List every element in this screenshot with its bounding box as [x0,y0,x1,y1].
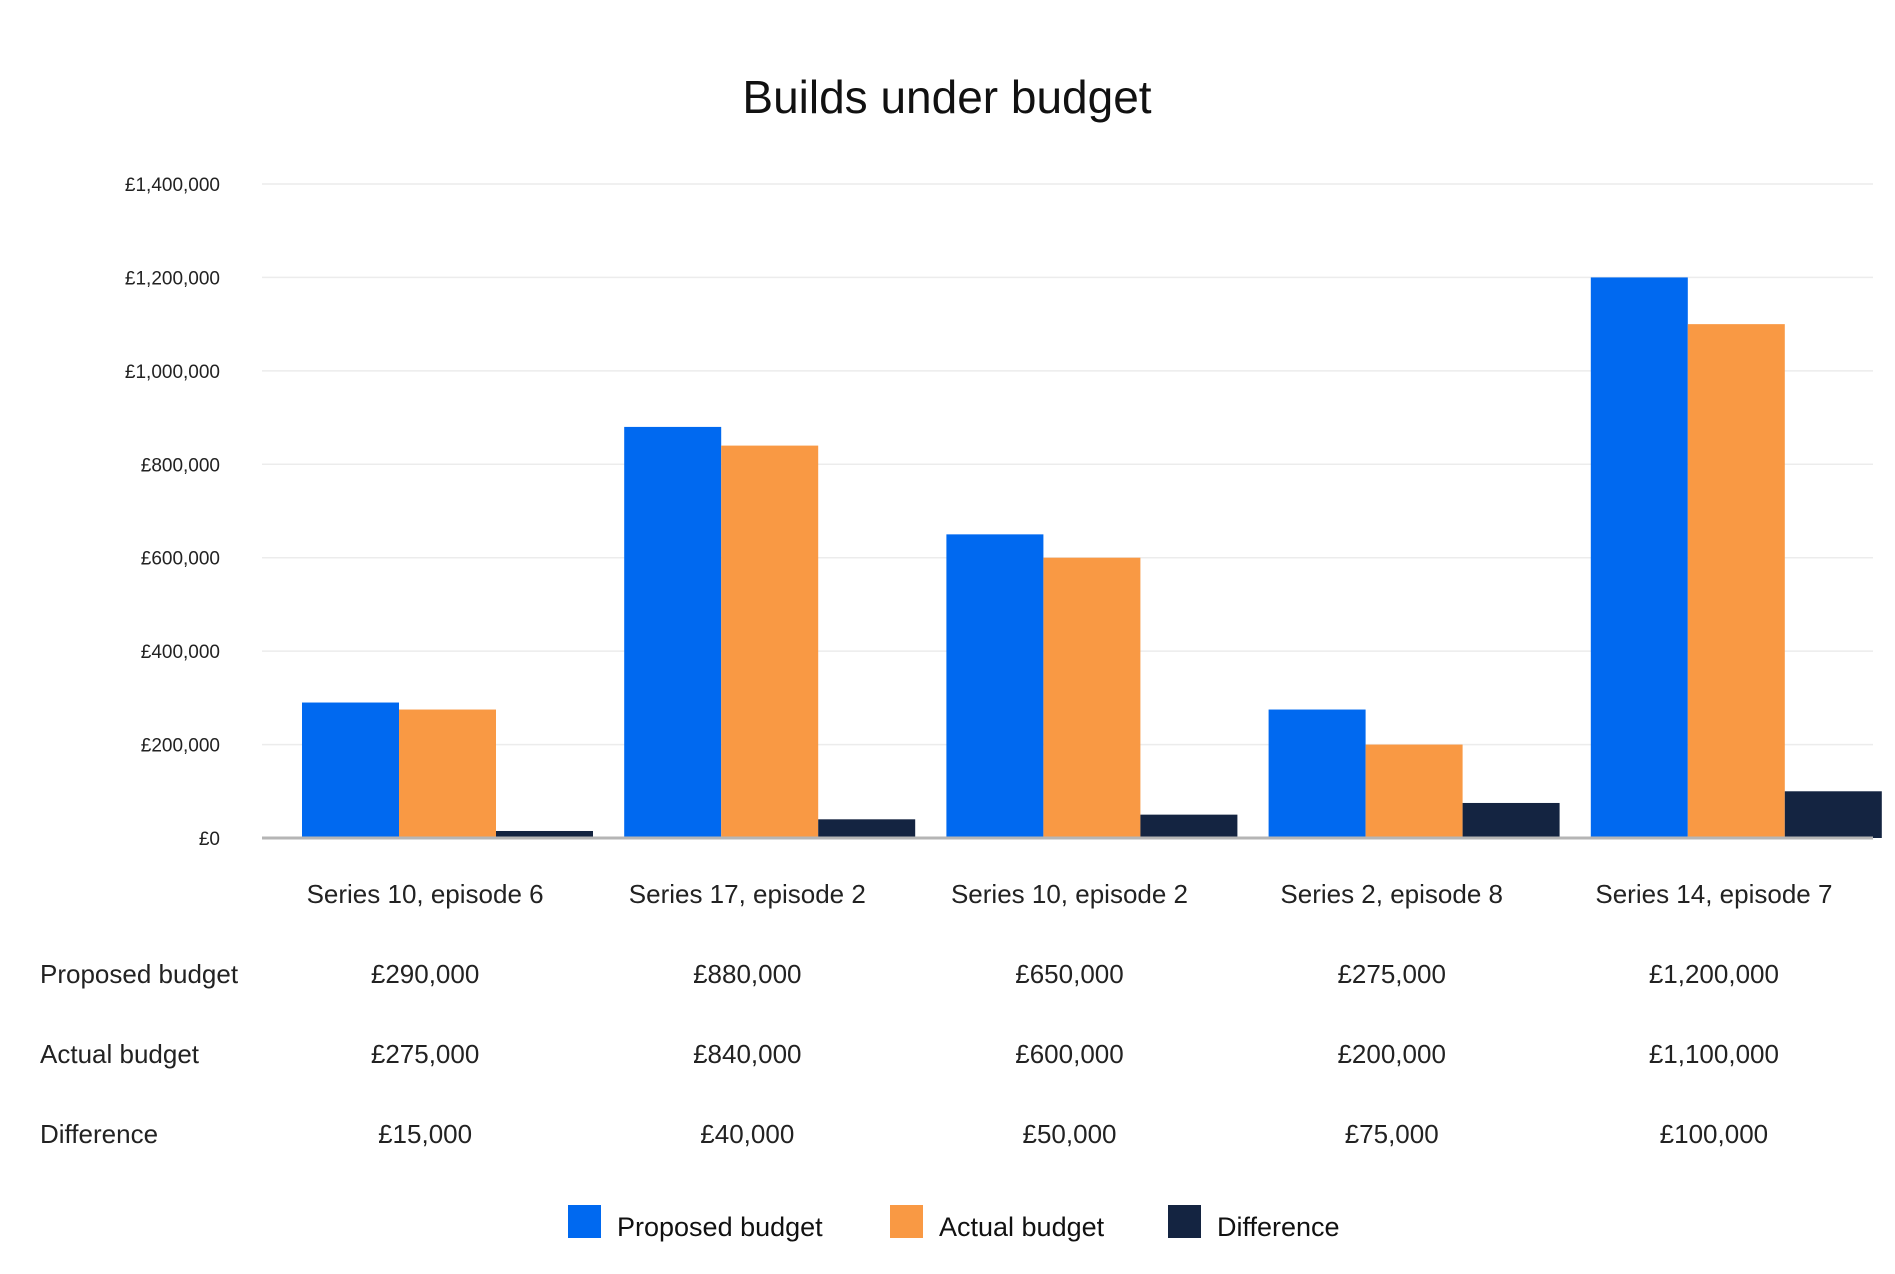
bar-actual-budget [721,445,819,838]
bar-difference [818,819,916,838]
table-cell: £200,000 [1337,1039,1445,1069]
table-row-label: Actual budget [40,1039,200,1069]
x-tick-label: Series 10, episode 2 [951,879,1188,909]
y-tick-label: £0 [199,829,220,850]
y-tick-label: £1,200,000 [125,268,220,289]
legend-swatch [568,1205,601,1238]
x-tick-label: Series 14, episode 7 [1595,879,1832,909]
table-cell: £15,000 [378,1119,472,1149]
table-cell: £650,000 [1015,959,1123,989]
data-table: Proposed budget £290,000 £880,000 £650,000 £… [40,959,1779,1149]
legend-label: Proposed budget [617,1212,823,1242]
bar-difference [496,830,593,838]
table-cell: £1,100,000 [1649,1039,1779,1069]
bar-actual-budget [1365,744,1463,838]
bar-proposed-budget [1268,709,1366,838]
bar-difference [1784,791,1882,838]
y-axis: £0 £200,000 £400,000 £600,000 £800,000 £1,000… [125,175,220,850]
bars [302,277,1882,839]
table-cell: £290,000 [371,959,479,989]
bar-actual-budget [1687,324,1785,839]
table-cell: £50,000 [1023,1119,1117,1149]
legend: Proposed budget Actual budget Difference [568,1205,1340,1242]
y-tick-label: £1,400,000 [125,175,220,196]
x-tick-label: Series 10, episode 6 [307,879,544,909]
table-cell: £75,000 [1345,1119,1439,1149]
bar-actual-budget [399,709,496,838]
bar-proposed-budget [302,702,399,838]
table-cell: £880,000 [693,959,801,989]
x-tick-label: Series 2, episode 8 [1280,879,1503,909]
bar-difference [1140,814,1238,838]
legend-label: Actual budget [939,1212,1105,1242]
table-row-label: Proposed budget [40,959,239,989]
y-tick-label: £1,000,000 [125,362,220,383]
legend-swatch [1168,1205,1201,1238]
y-tick-label: £600,000 [141,549,220,570]
y-tick-label: £200,000 [141,736,220,757]
table-cell: £100,000 [1660,1119,1768,1149]
legend-label: Difference [1217,1212,1340,1242]
y-tick-label: £400,000 [141,642,220,663]
table-cell: £275,000 [371,1039,479,1069]
y-tick-label: £800,000 [141,455,220,476]
bar-proposed-budget [624,426,722,838]
bar-actual-budget [1043,557,1141,838]
table-cell: £1,200,000 [1649,959,1779,989]
table-row-label: Difference [40,1119,158,1149]
table-cell: £840,000 [693,1039,801,1069]
chart-title: Builds under budget [742,71,1151,123]
x-tick-label: Series 17, episode 2 [629,879,866,909]
bar-proposed-budget [946,534,1044,838]
x-axis: Series 10, episode 6 Series 17, episode 2… [307,879,1833,909]
bar-proposed-budget [1590,277,1688,838]
table-cell: £40,000 [700,1119,794,1149]
bar-difference [1462,802,1560,838]
legend-swatch [890,1205,923,1238]
table-cell: £600,000 [1015,1039,1123,1069]
table-cell: £275,000 [1337,959,1445,989]
